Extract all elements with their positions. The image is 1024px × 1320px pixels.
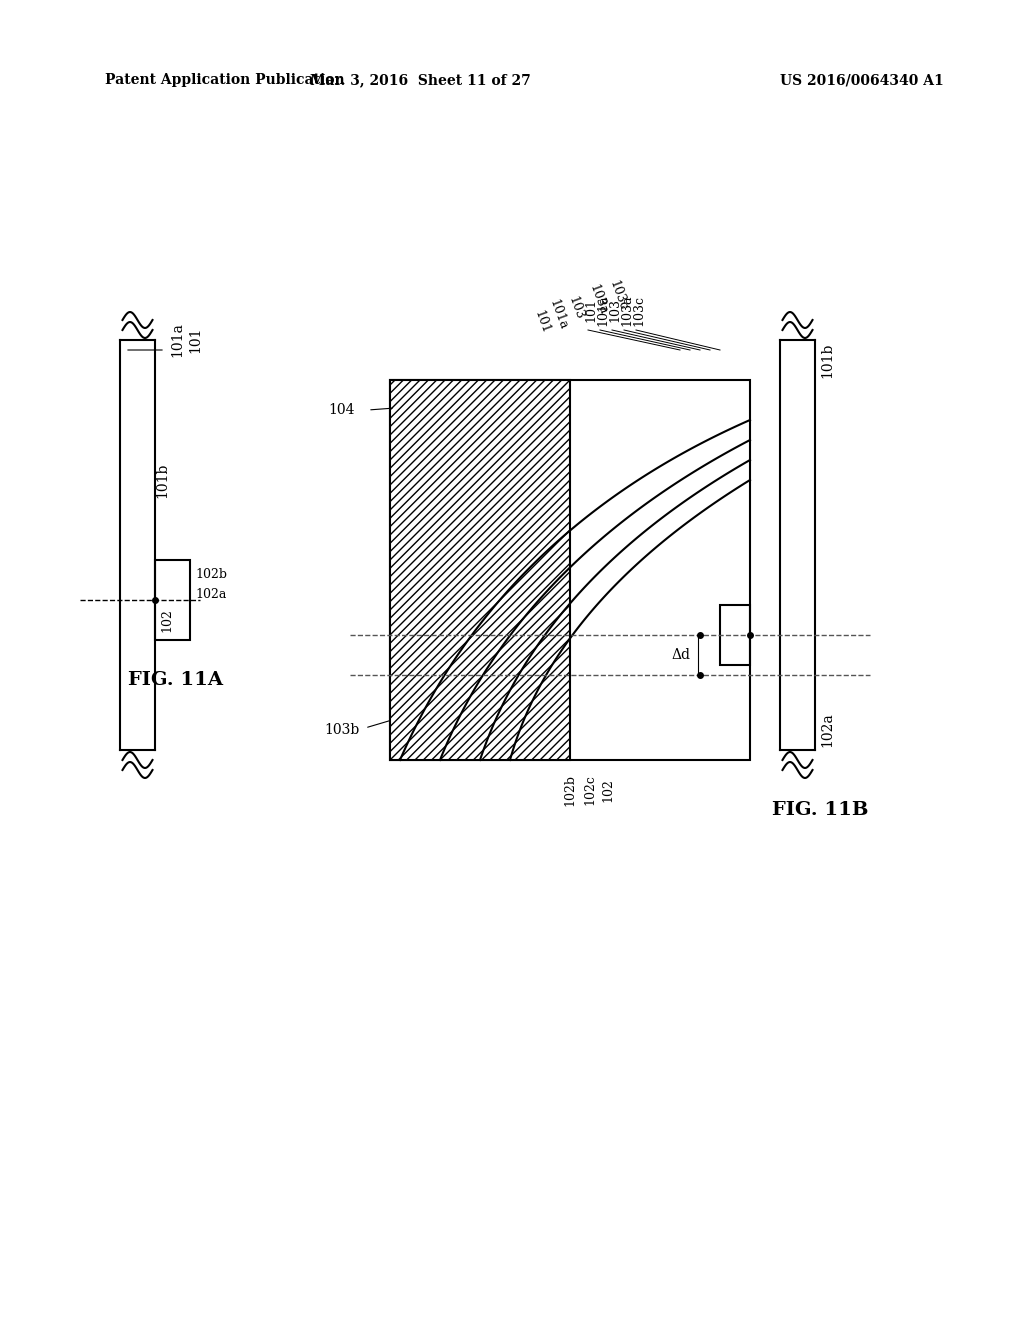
Text: Mar. 3, 2016  Sheet 11 of 27: Mar. 3, 2016 Sheet 11 of 27 xyxy=(309,73,530,87)
Text: 103a: 103a xyxy=(620,294,633,326)
Text: US 2016/0064340 A1: US 2016/0064340 A1 xyxy=(780,73,944,87)
Bar xyxy=(720,605,750,665)
Text: Patent Application Publication: Patent Application Publication xyxy=(105,73,345,87)
Text: 103: 103 xyxy=(566,294,586,322)
Text: Δd: Δd xyxy=(671,648,690,663)
Text: 103b: 103b xyxy=(325,723,360,737)
Text: 102: 102 xyxy=(601,777,614,803)
Text: 101a: 101a xyxy=(170,322,184,358)
Text: 101b: 101b xyxy=(155,462,169,498)
Text: 102b: 102b xyxy=(195,569,227,582)
Text: 101: 101 xyxy=(531,309,552,335)
Text: FIG. 11B: FIG. 11B xyxy=(772,801,868,818)
Text: 103c: 103c xyxy=(632,294,645,326)
Text: 101b: 101b xyxy=(820,342,834,378)
Text: 101: 101 xyxy=(188,327,202,354)
Text: 102b: 102b xyxy=(563,774,577,807)
Text: 104: 104 xyxy=(329,403,355,417)
Text: 102: 102 xyxy=(160,609,173,632)
Text: 103c: 103c xyxy=(606,279,630,312)
Bar xyxy=(155,560,190,640)
Text: 103a: 103a xyxy=(587,282,609,317)
Text: FIG. 11A: FIG. 11A xyxy=(128,671,222,689)
Text: 101a: 101a xyxy=(547,298,569,333)
Text: 103: 103 xyxy=(608,298,621,322)
Text: 102a: 102a xyxy=(195,589,226,602)
Text: 102a: 102a xyxy=(820,713,834,747)
Text: 102c: 102c xyxy=(584,775,597,805)
Bar xyxy=(390,380,570,760)
Text: 101a: 101a xyxy=(596,294,609,326)
Text: 101: 101 xyxy=(584,298,597,322)
Bar xyxy=(390,380,750,760)
